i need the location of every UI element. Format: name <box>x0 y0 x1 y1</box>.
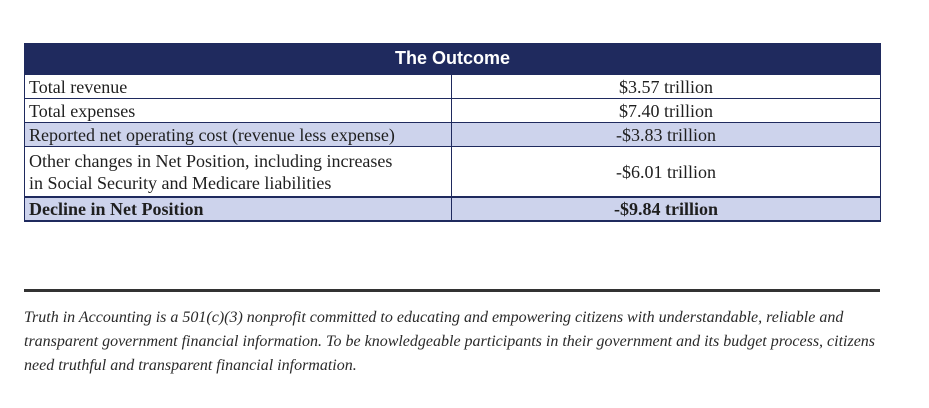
row-label: Reported net operating cost (revenue les… <box>24 122 452 147</box>
table-row-total-revenue: Total revenue $3.57 trillion <box>24 73 882 99</box>
row-label: Total expenses <box>24 98 452 123</box>
table-row-decline-net-position: Decline in Net Position -$9.84 trillion <box>24 196 882 222</box>
row-value: -$9.84 trillion <box>450 196 882 222</box>
row-value: -$3.83 trillion <box>450 122 882 147</box>
row-value: $7.40 trillion <box>450 98 882 123</box>
row-label: Total revenue <box>24 73 452 99</box>
table-row-total-expenses: Total expenses $7.40 trillion <box>24 98 882 123</box>
footer-disclaimer: Truth in Accounting is a 501(c)(3) nonpr… <box>24 309 876 374</box>
section-divider <box>24 289 880 292</box>
table-header-row: The Outcome <box>23 43 882 75</box>
table-row-other-changes: Other changes in Net Position, including… <box>24 146 882 198</box>
row-label-line-1: Other changes in Net Position, including… <box>29 150 393 171</box>
row-value: -$6.01 trillion <box>450 146 882 198</box>
row-label-line-2: in Social Security and Medicare liabilit… <box>29 172 332 193</box>
outcome-table: The Outcome Total revenue $3.57 trillion… <box>23 43 882 222</box>
row-value: $3.57 trillion <box>450 73 882 99</box>
table-title: The Outcome <box>23 43 882 75</box>
row-label: Other changes in Net Position, including… <box>24 146 452 198</box>
table-row-net-operating-cost: Reported net operating cost (revenue les… <box>24 122 882 147</box>
row-label: Decline in Net Position <box>24 196 452 222</box>
